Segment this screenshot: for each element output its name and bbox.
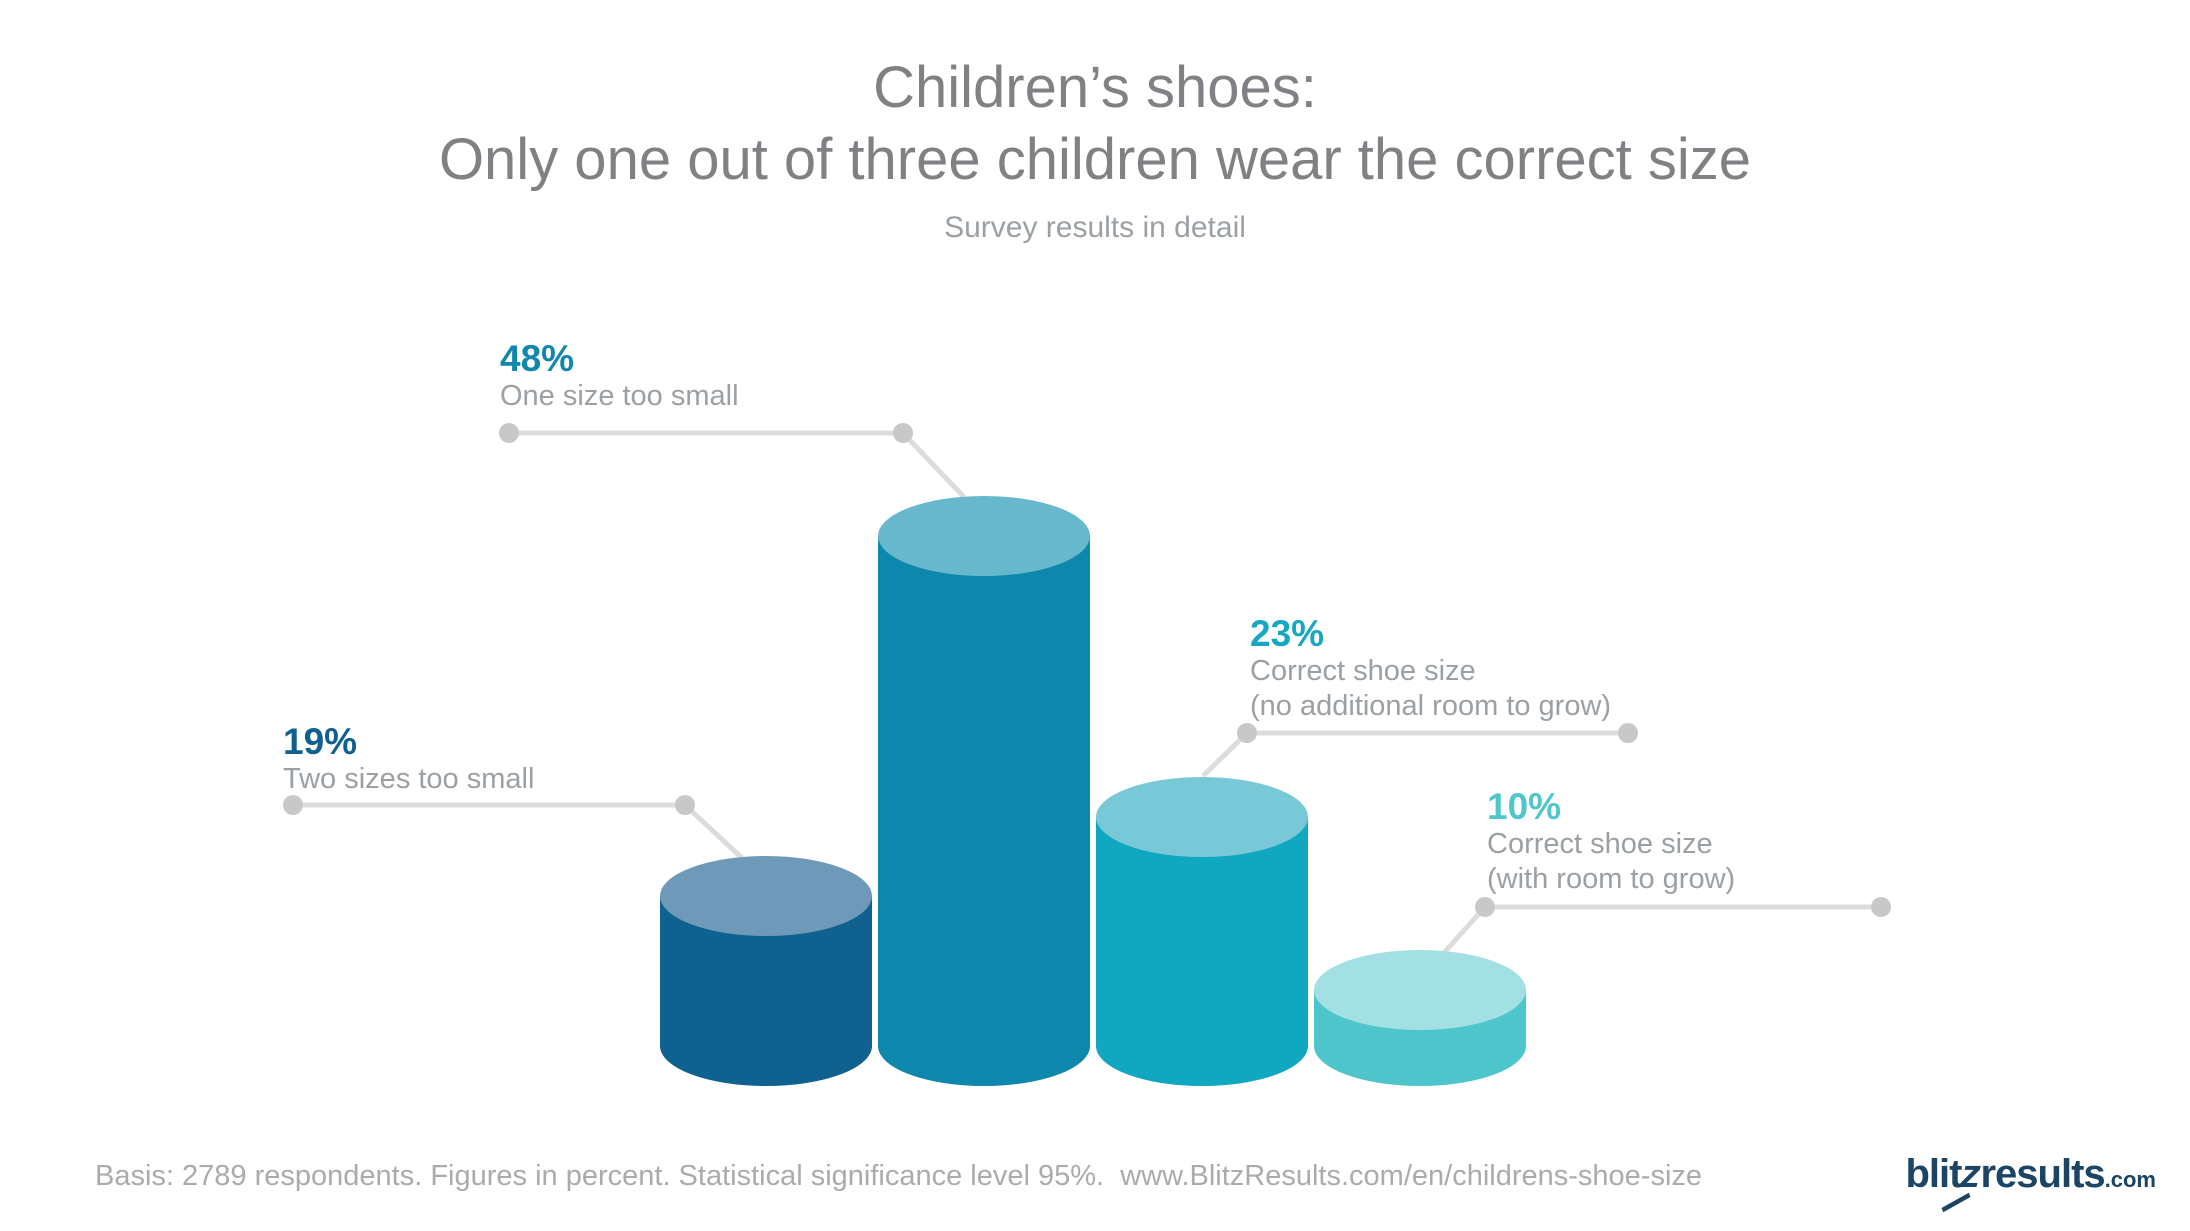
callout-dot: [1237, 723, 1257, 743]
value-label-19: 19%: [283, 721, 358, 762]
bar-cylinder-body-0: [660, 896, 872, 1086]
callout-dot: [499, 423, 519, 443]
page-subtitle: Survey results in detail: [944, 211, 1246, 244]
bar-cylinder-top-1: [878, 496, 1090, 576]
category-label-line2: (no additional room to grow): [1250, 690, 1612, 722]
logo-suffix-com: .com: [2104, 1167, 2156, 1192]
callout-correct-size-no-room: 23% Correct shoe size (no additional roo…: [1250, 614, 1611, 724]
callout-correct-size-with-room: 10% Correct shoe size (with room to grow…: [1487, 787, 1735, 897]
chart-header: Children’s shoes: Only one out of three …: [0, 52, 2190, 246]
bar-cylinder-top-3: [1314, 950, 1526, 1030]
callout-two-sizes-too-small: 19% Two sizes too small: [283, 722, 534, 797]
logo-text-results: results: [1980, 1152, 2105, 1196]
callout-leader-line: [293, 802, 744, 860]
category-label: Correct shoe size: [1250, 655, 1476, 687]
callout-dot: [1871, 897, 1891, 917]
callout-dot: [283, 795, 303, 815]
callout-dot: [893, 423, 913, 443]
value-label-10: 10%: [1487, 786, 1562, 827]
bar-cylinder-top-0: [660, 856, 872, 936]
callout-leader-line: [1201, 730, 1628, 778]
bar-cylinder-body-1: [878, 536, 1090, 1086]
bar-cylinder-top-2: [1096, 777, 1308, 857]
callout-dot: [1618, 723, 1638, 743]
category-label: Two sizes too small: [283, 763, 535, 795]
callout-one-size-too-small: 48% One size too small: [500, 339, 739, 414]
callout-dot: [675, 795, 695, 815]
logo-text-blitz: blit: [1905, 1152, 1962, 1196]
callout-leader-line: [1439, 904, 1881, 958]
value-label-48: 48%: [500, 338, 575, 379]
callout-leader-line: [509, 430, 966, 499]
page-title-line-2: Only one out of three children wear the …: [438, 127, 1752, 192]
source-note: Basis: 2789 respondents. Figures in perc…: [95, 1160, 1703, 1192]
category-label: Correct shoe size: [1487, 828, 1713, 860]
value-label-23: 23%: [1250, 613, 1325, 654]
category-label: One size too small: [500, 380, 739, 412]
page-title-line-1: Children’s shoes:: [873, 55, 1317, 120]
bar-cylinder-body-2: [1096, 817, 1308, 1086]
category-label-line2: (with room to grow): [1487, 863, 1736, 895]
blitzresults-logo: blitzresults.com: [1905, 1152, 2156, 1197]
callout-dot: [1475, 897, 1495, 917]
